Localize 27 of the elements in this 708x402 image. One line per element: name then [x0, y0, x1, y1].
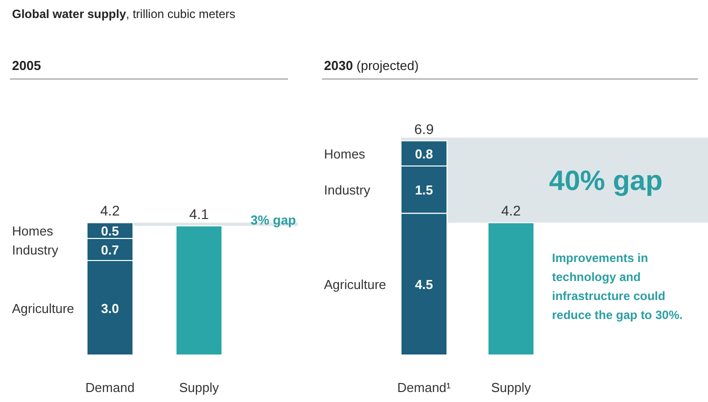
annotation: Improvements in technology and infrastructure could reduce the gap to 30%.: [552, 251, 683, 322]
data-label: 1.5: [414, 182, 434, 198]
text: Industry: [324, 182, 371, 198]
chart-title: 2005: [12, 58, 41, 73]
x-tick-label: Supply: [179, 380, 220, 395]
total-label: 6.9: [414, 120, 434, 137]
series-label: Agriculture: [324, 277, 386, 292]
text: Homes: [324, 146, 366, 162]
data-label: 0.8: [414, 146, 434, 162]
chart-title: 2030: [324, 58, 353, 73]
text: Homes: [12, 224, 54, 239]
text: Industry: [12, 242, 59, 258]
x-tick-label: Demand¹: [397, 380, 452, 395]
x-tick-label: Demand: [85, 380, 135, 395]
total-label: 4.2: [100, 202, 120, 219]
data-label: 0.5: [100, 224, 120, 239]
series-label: Agriculture: [12, 300, 74, 316]
data-label: 0.7: [100, 242, 120, 258]
band-label: 40% gap: [549, 165, 663, 196]
text: Global water supply, trillion cubic meters: [12, 7, 236, 21]
band-label: 3% gap: [250, 212, 296, 228]
chart-subtitle: (projected): [352, 58, 419, 73]
data-label: 3.0: [100, 300, 120, 316]
data-label: 4.5: [414, 277, 434, 292]
total-label: 4.1: [189, 206, 209, 222]
total-label: 4.2: [501, 202, 521, 219]
x-tick-label: Supply: [491, 380, 532, 395]
